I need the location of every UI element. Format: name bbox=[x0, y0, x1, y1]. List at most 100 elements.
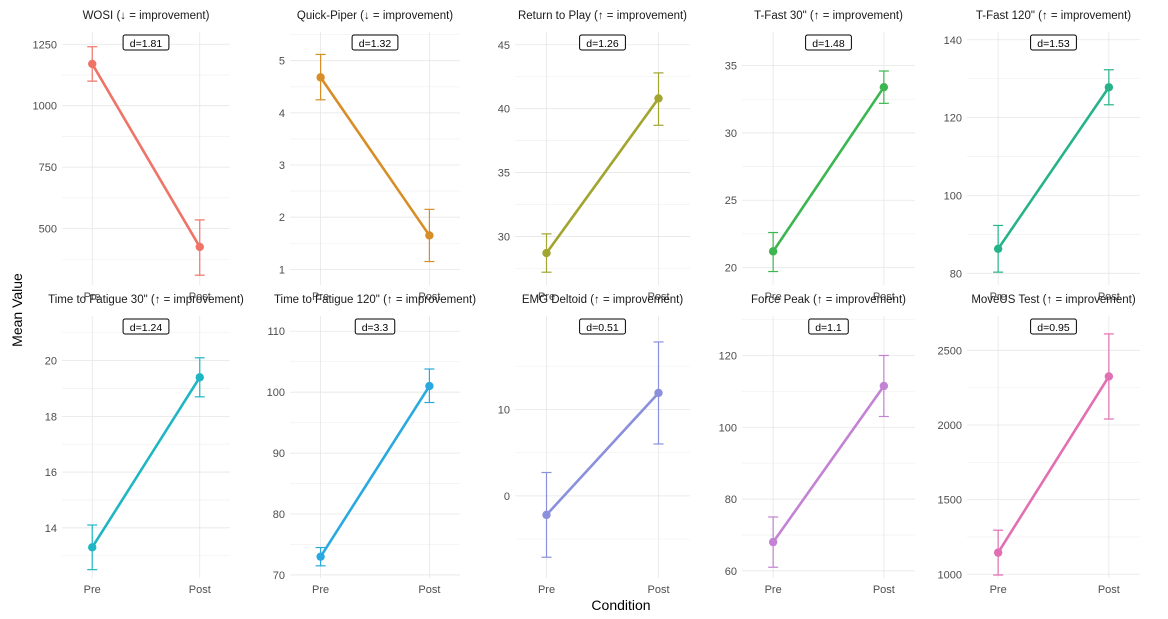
data-point bbox=[768, 247, 778, 256]
y-tick-label: 35 bbox=[725, 61, 737, 73]
y-tick-label: 110 bbox=[267, 326, 285, 338]
data-point bbox=[316, 552, 325, 561]
x-tick-label: Post bbox=[1098, 584, 1120, 596]
data-point bbox=[425, 381, 434, 391]
data-point bbox=[768, 537, 778, 547]
data-point bbox=[542, 248, 551, 258]
x-tick-label: Post bbox=[873, 291, 895, 303]
effect-size-label: d=1.53 bbox=[1037, 38, 1070, 50]
data-point bbox=[879, 82, 889, 92]
facet-title: T-Fast 120" (↑ = improvement) bbox=[976, 10, 1131, 22]
x-tick-label: Pre bbox=[312, 291, 329, 303]
y-tick-label: 3 bbox=[279, 160, 285, 172]
data-point bbox=[993, 548, 1003, 557]
data-point bbox=[1104, 372, 1114, 381]
y-tick-label: 70 bbox=[273, 570, 285, 582]
series-line bbox=[319, 384, 431, 558]
series-line bbox=[90, 62, 202, 249]
x-tick-label: Pre bbox=[990, 584, 1007, 596]
y-tick-label: 30 bbox=[725, 128, 737, 140]
y-axis-title: Mean Value bbox=[9, 273, 25, 347]
y-tick-label: 2000 bbox=[938, 420, 962, 432]
panel: 30 35 40 45 Pre Post Return to Play (↑ = impro… bbox=[498, 10, 690, 303]
y-tick-label: 2 bbox=[279, 212, 285, 224]
y-tick-label: 1 bbox=[279, 264, 285, 276]
y-tick-label: 25 bbox=[725, 195, 737, 207]
x-tick-label: Post bbox=[189, 584, 211, 596]
data-point bbox=[88, 59, 97, 69]
facet-title: Force Peak (↑ = improvement) bbox=[751, 294, 906, 306]
effect-size-box bbox=[579, 318, 626, 335]
effect-size-label: d=1.24 bbox=[130, 322, 163, 334]
facet-title: WOSI (↓ = improvement) bbox=[83, 10, 210, 22]
data-point bbox=[542, 510, 551, 520]
effect-size-box bbox=[1030, 318, 1077, 335]
y-tick-label: 0 bbox=[504, 491, 510, 503]
panel: 500 750 1000 1250 Pre Post WOSI (↓ = improveme… bbox=[33, 10, 230, 303]
y-tick-label: 30 bbox=[498, 231, 510, 243]
y-tick-label: 10 bbox=[498, 404, 510, 416]
series-line bbox=[319, 76, 431, 237]
x-tick-label: Post bbox=[418, 291, 440, 303]
data-point bbox=[879, 381, 889, 391]
y-tick-label: 20 bbox=[725, 263, 737, 275]
effect-size-box bbox=[579, 34, 626, 51]
y-tick-label: 80 bbox=[725, 494, 737, 506]
x-tick-label: Post bbox=[1098, 291, 1120, 303]
x-tick-label: Post bbox=[647, 584, 669, 596]
y-tick-label: 1250 bbox=[33, 39, 57, 51]
facet-title: T-Fast 30" (↑ = improvement) bbox=[754, 10, 903, 22]
facet-title: Time to Fatigue 30" (↑ = improvement) bbox=[48, 294, 244, 306]
y-tick-label: 500 bbox=[39, 224, 57, 236]
y-tick-label: 90 bbox=[273, 448, 285, 460]
facet-title: EMG Deltoid (↑ = improvement) bbox=[522, 294, 684, 306]
data-point bbox=[195, 373, 204, 382]
data-point bbox=[993, 244, 1003, 254]
effect-size-box bbox=[354, 318, 396, 335]
y-tick-label: 2500 bbox=[938, 345, 962, 357]
y-tick-label: 100 bbox=[944, 190, 962, 202]
effect-size-box bbox=[808, 318, 849, 335]
y-tick-label: 5 bbox=[279, 56, 285, 68]
x-tick-label: Pre bbox=[765, 584, 782, 596]
x-tick-label: Post bbox=[873, 584, 895, 596]
y-tick-label: 100 bbox=[719, 422, 737, 434]
x-tick-label: Pre bbox=[538, 584, 555, 596]
x-tick-label: Pre bbox=[84, 291, 101, 303]
effect-size-label: d=1.26 bbox=[586, 38, 619, 50]
x-tick-label: Post bbox=[647, 291, 669, 303]
x-tick-label: Post bbox=[418, 584, 440, 596]
effect-size-label: d=0.51 bbox=[586, 322, 619, 334]
facet-title: Time to Fatigue 120" (↑ = improvement) bbox=[274, 294, 476, 306]
effect-size-box bbox=[122, 34, 170, 51]
x-tick-label: Pre bbox=[312, 584, 329, 596]
y-tick-label: 18 bbox=[45, 411, 57, 423]
y-tick-label: 120 bbox=[719, 350, 737, 362]
effect-size-label: d=1.81 bbox=[130, 38, 163, 50]
facet-title: Quick-Piper (↓ = improvement) bbox=[297, 10, 453, 22]
effect-size-box bbox=[1030, 34, 1077, 51]
x-tick-label: Pre bbox=[538, 291, 555, 303]
series-line bbox=[90, 376, 202, 549]
x-axis-title: Condition bbox=[591, 597, 650, 613]
y-tick-label: 750 bbox=[39, 162, 57, 174]
facet-title: Return to Play (↑ = improvement) bbox=[518, 10, 687, 22]
x-tick-label: Post bbox=[189, 291, 211, 303]
y-tick-label: 1000 bbox=[33, 101, 57, 113]
effect-size-label: d=1.32 bbox=[359, 38, 392, 50]
effect-size-label: d=3.3 bbox=[362, 322, 389, 334]
x-tick-label: Pre bbox=[990, 291, 1007, 303]
effect-size-box bbox=[805, 34, 852, 51]
effect-size-label: d=0.95 bbox=[1037, 322, 1070, 334]
y-tick-label: 1000 bbox=[938, 569, 962, 581]
effect-size-label: d=1.1 bbox=[815, 322, 842, 334]
y-tick-label: 20 bbox=[45, 356, 57, 368]
y-tick-label: 140 bbox=[944, 35, 962, 47]
x-tick-label: Pre bbox=[765, 291, 782, 303]
